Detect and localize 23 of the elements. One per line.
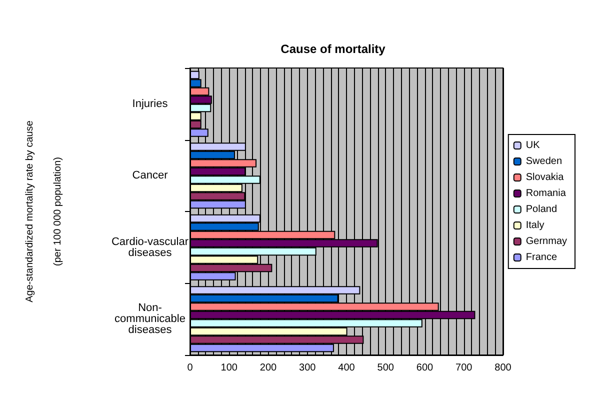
chart-title: Cause of mortality [280,42,386,56]
legend-label: Poland [526,204,558,215]
legend-label: Slovakia [526,172,564,183]
x-tick-label: 700 [456,362,473,374]
text: Age-standardized mortality rate by cause (per 100 000 population) [24,120,64,302]
x-tick-label: 800 [494,362,512,374]
y-tick-label: Cancer [132,170,168,182]
legend-label: Romania [526,188,566,199]
legend-label: France [526,252,558,263]
x-tick-label: 100 [220,362,238,374]
x-tick-label: 500 [377,362,394,374]
x-tick-label: 600 [416,362,434,374]
legend-label: Gernmay [526,236,567,247]
x-tick-label: 400 [338,362,356,374]
legend-label: UK [526,140,540,151]
y-tick-label: Cardio-vascular diseases [111,236,189,259]
x-tick-label: 0 [187,362,194,374]
legend-label: Sweden [526,156,562,167]
x-tick-label: 200 [260,362,278,374]
legend-label: Italy [526,220,544,231]
x-tick-label: 300 [299,362,316,374]
y-tick-label: Non- communicable diseases [114,302,186,336]
y-tick-label: Injuries [132,98,168,110]
